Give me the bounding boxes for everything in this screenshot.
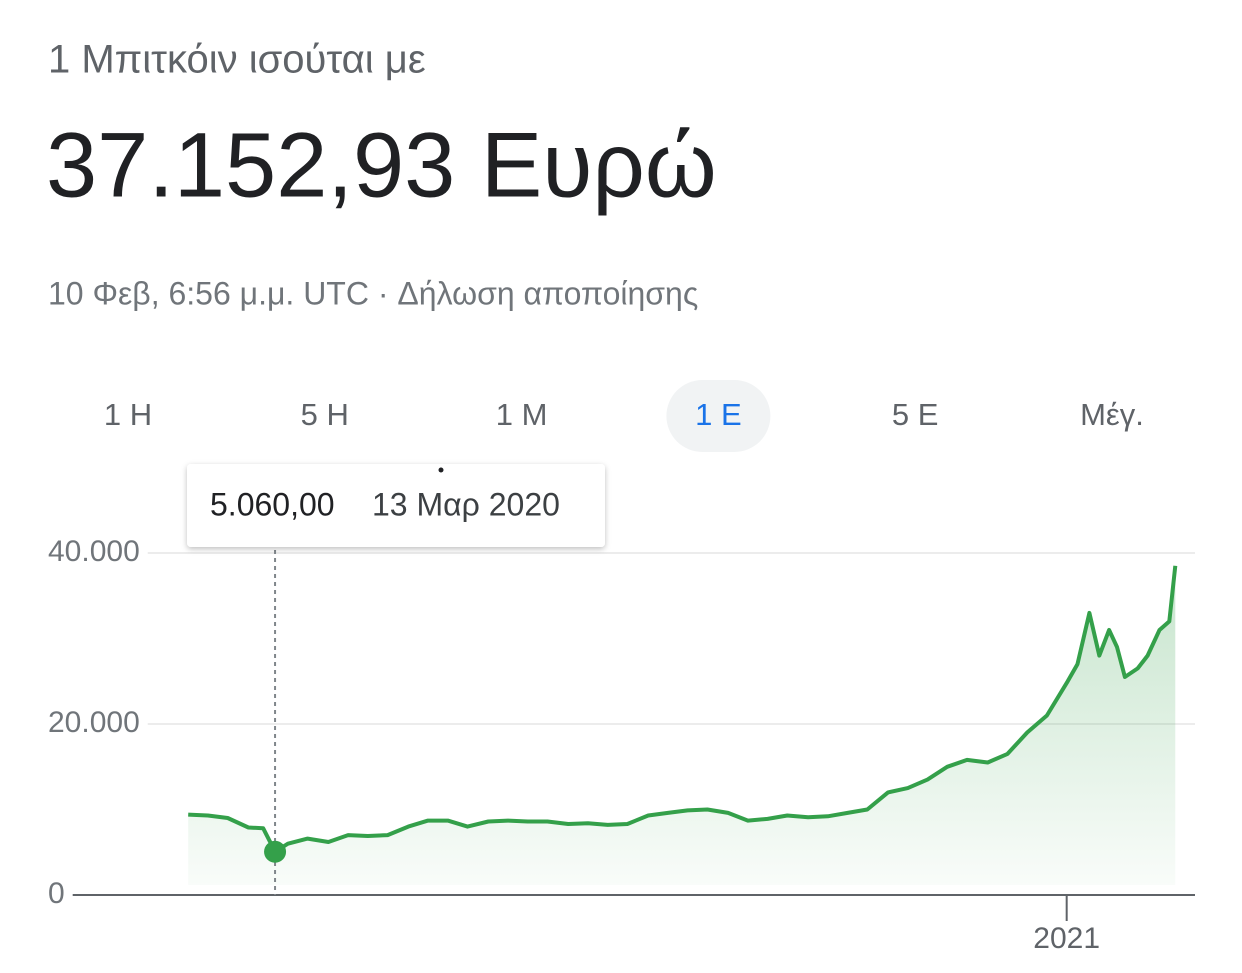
- y-tick-label: 40.000: [48, 535, 140, 568]
- tooltip-value: 5.060,00: [210, 486, 335, 522]
- tab-bar: 1 Η 5 Η 1 Μ 1 Ε 5 Ε Μέγ.: [104, 380, 1144, 452]
- subtitle: 1 Μπιτκόιν ισούται με: [48, 38, 426, 82]
- tab-highlight: [666, 380, 771, 452]
- tab[interactable]: Μέγ.: [1080, 397, 1144, 432]
- tab[interactable]: 1 Μ: [496, 397, 548, 432]
- x-tick-label: 2021: [1033, 922, 1100, 955]
- plot: 40.000 20.000 0 2021 5.060,00 13 Μαρ 2020: [48, 464, 1195, 955]
- timestamp: 10 Φεβ, 6:56 μ.μ. UTC · Δήλωση αποποίηση…: [48, 275, 698, 311]
- tab[interactable]: 5 Ε: [892, 397, 939, 432]
- tooltip-date: 13 Μαρ 2020: [372, 486, 560, 522]
- tab[interactable]: 5 Η: [301, 397, 349, 432]
- price-line: [188, 565, 1178, 854]
- highlight-point: [264, 840, 287, 863]
- tooltip-dot: [438, 467, 444, 473]
- tab[interactable]: 1 Η: [104, 397, 152, 432]
- tooltip-box: [187, 464, 605, 547]
- tab[interactable]: 1 Ε: [695, 397, 742, 432]
- y-tick-label: 20.000: [48, 706, 140, 739]
- y-tick-label: 0: [48, 877, 65, 910]
- price: 37.152,93 Ευρώ: [46, 114, 717, 216]
- area: [188, 565, 1176, 885]
